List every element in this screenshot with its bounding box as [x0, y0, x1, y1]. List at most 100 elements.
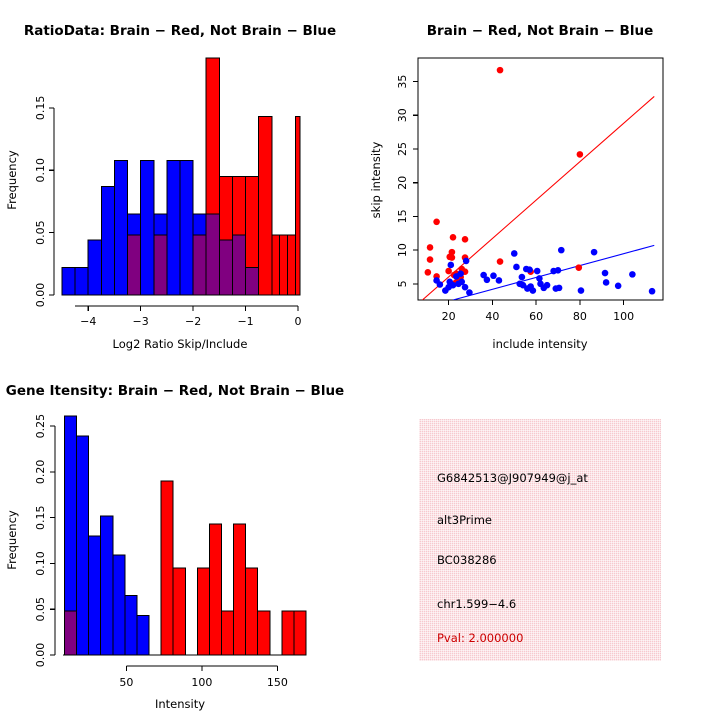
histogram-bar-not-brain: [179, 159, 194, 296]
panel-ratio-histogram: RatioData: Brain − Red, Not Brain − Blue…: [0, 0, 360, 360]
histogram-bar-brain: [294, 116, 301, 296]
x-axis-tick-label: 100: [613, 310, 634, 323]
x-axis-tick-label: 100: [191, 676, 212, 689]
y-axis-tick-label: 30: [396, 108, 409, 122]
gene-histogram-plot-area: 0.00 0.05 0.10 0.15 0.20 0.25 50 100 150: [34, 414, 307, 689]
y-axis-tick-label: 0.05: [34, 597, 47, 622]
ratio-histogram-title: RatioData: Brain − Red, Not Brain − Blue: [24, 23, 336, 39]
scatter-point-brain: [426, 256, 434, 263]
histogram-bar-not-brain: [61, 267, 76, 296]
panel-probe-info: G6842513@J907949@j_at alt3Prime BC038286…: [360, 360, 720, 720]
scatter-point-not-brain: [495, 277, 503, 284]
x-axis-tick-label: −3: [133, 315, 149, 328]
histogram-bar-not-brain: [88, 535, 102, 656]
histogram-bar-overlap: [245, 267, 260, 296]
ratio-histogram-y-axis-label: Frequency: [5, 150, 19, 210]
histogram-bar-brain: [258, 116, 273, 296]
scatter-y-axis-label: skip intensity: [369, 141, 383, 218]
scatter-point-not-brain: [602, 279, 610, 286]
scatter-plot-frame: [417, 57, 664, 301]
x-axis-tick-label: 50: [119, 676, 133, 689]
scatter-svg: Brain − Red, Not Brain − Blue 5 10 15 20 25 3…: [369, 23, 664, 351]
scatter-point-brain: [461, 236, 469, 243]
scatter-point-not-brain: [458, 278, 466, 286]
histogram-bar-overlap: [231, 234, 247, 296]
y-axis-tick-label: 0.10: [34, 551, 47, 576]
scatter-point-not-brain: [518, 273, 526, 281]
probe-id-text: G6842513@J907949@j_at: [437, 471, 588, 485]
histogram-bar-not-brain: [136, 615, 150, 656]
pvalue-text: Pval: 2.000000: [437, 631, 524, 645]
scatter-point-not-brain: [555, 284, 563, 292]
histogram-bar-overlap: [192, 234, 207, 296]
histogram-bar-not-brain: [166, 159, 181, 296]
y-axis-tick-label: 15: [396, 209, 409, 223]
histogram-bar-not-brain: [140, 159, 155, 296]
scatter-point-not-brain: [513, 263, 520, 271]
y-axis-tick-label: 0.15: [34, 96, 47, 121]
gene-histogram-y-axis-label: Frequency: [5, 510, 19, 570]
y-axis-tick-label: 0.15: [34, 505, 47, 530]
scatter-point-not-brain: [550, 267, 557, 275]
y-axis-tick-label: 10: [396, 243, 409, 257]
histogram-bar-brain: [287, 234, 296, 296]
scatter-point-not-brain: [536, 275, 543, 282]
scatter-point-not-brain: [577, 287, 585, 294]
gene-histogram-x-axis-label: Intensity: [155, 697, 205, 711]
x-axis-tick-label: 80: [573, 310, 587, 323]
histogram-bar-not-brain: [100, 185, 115, 296]
histogram-bar-overlap: [64, 610, 78, 656]
x-axis-tick-label: 60: [529, 310, 543, 323]
histogram-bar-not-brain: [112, 554, 126, 656]
histogram-bar-not-brain: [113, 159, 129, 296]
scatter-point-not-brain: [462, 257, 470, 265]
x-axis-tick-label: 0: [295, 315, 302, 328]
scatter-point-brain: [424, 269, 432, 276]
scatter-point-not-brain: [614, 282, 622, 290]
x-axis-tick-label: −1: [237, 315, 253, 328]
scatter-plot-area: 5 10 15 20 25 30 35 20 40 60 80 100: [396, 57, 664, 323]
scatter-point-not-brain: [510, 250, 518, 257]
y-axis-tick-label: 5: [396, 280, 409, 287]
panel-intensity-scatter: Brain − Red, Not Brain − Blue 5 10 15 20 25 3…: [360, 0, 720, 360]
scatter-point-not-brain: [483, 276, 491, 284]
histogram-bar-overlap: [218, 239, 233, 296]
scatter-point-not-brain: [461, 283, 469, 291]
scatter-inner: [422, 66, 656, 300]
scatter-point-brain: [449, 234, 457, 241]
histogram-bar-not-brain: [124, 595, 138, 656]
scatter-point-brain: [433, 218, 440, 226]
scatter-point-not-brain: [445, 283, 452, 291]
scatter-point-brain: [448, 254, 456, 261]
panel-gene-intensity-histogram: Gene Itensity: Brain − Red, Not Brain − …: [0, 360, 360, 720]
scatter-point-brain: [576, 151, 584, 158]
scatter-point-not-brain: [480, 271, 487, 279]
locus-text: chr1.599−4.6: [437, 597, 517, 611]
scatter-point-not-brain: [590, 248, 598, 256]
scatter-point-brain: [496, 66, 504, 74]
scatter-point-not-brain: [648, 287, 656, 295]
scatter-point-not-brain: [529, 287, 537, 294]
scatter-point-brain: [445, 267, 452, 275]
histogram-bar-overlap: [205, 213, 220, 296]
scatter-point-not-brain: [543, 281, 551, 289]
y-axis-tick-label: 0.00: [34, 643, 47, 668]
histogram-bar-brain: [172, 567, 186, 656]
x-axis-tick-label: 20: [442, 310, 456, 323]
event-type-text: alt3Prime: [437, 513, 493, 527]
gene-histogram-svg: Gene Itensity: Brain − Red, Not Brain − …: [5, 383, 344, 711]
histogram-bar-brain: [196, 567, 210, 656]
scatter-point-brain: [496, 258, 504, 265]
histogram-bar-brain: [245, 567, 259, 656]
y-axis-tick-label: 35: [396, 75, 409, 89]
scatter-point-not-brain: [629, 271, 636, 278]
accession-text: BC038286: [437, 553, 497, 567]
ratio-histogram-plot-area: 0.00 0.05 0.10 0.15 −4 −3 −2 −1 0: [34, 57, 302, 328]
scatter-point-brain: [426, 244, 434, 251]
y-axis-tick-label: 20: [396, 176, 409, 190]
scatter-point-not-brain: [452, 273, 460, 280]
histogram-bar-not-brain: [100, 515, 114, 656]
x-axis-tick-label: 150: [267, 676, 288, 689]
ratio-histogram-svg: RatioData: Brain − Red, Not Brain − Blue…: [5, 23, 336, 351]
